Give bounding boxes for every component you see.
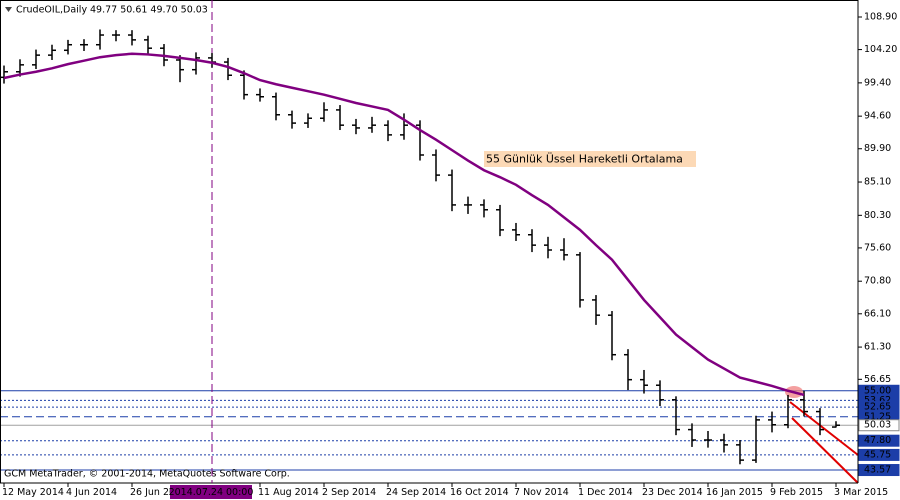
x-tick-label: 16 Jan 2015 [706, 487, 763, 498]
footer: GCM MetaTrader, © 2001-2014, MetaQuotes … [4, 469, 290, 480]
y-tick-label: 85.10 [864, 177, 891, 188]
y-tick-label: 66.10 [864, 308, 891, 319]
level-label: 51.25 [864, 411, 891, 422]
x-tick-label: 9 Feb 2015 [770, 487, 823, 498]
quote: 49.77 50.61 49.70 50.03 [90, 5, 208, 16]
x-tick-label: 4 Jun 2014 [66, 487, 117, 498]
x-tick-label: 23 Dec 2014 [642, 487, 703, 498]
level-label-box [858, 464, 900, 477]
level-label: 55.00 [864, 385, 891, 396]
trend-line [791, 417, 859, 484]
crosshair-label-box [170, 485, 252, 499]
moving-average-line [3, 52, 805, 397]
level-label: 52.65 [864, 402, 891, 413]
y-tick-label: 61.30 [864, 342, 891, 353]
symbol: CrudeOIL,Daily [16, 5, 87, 16]
y-tick-label: 108.90 [864, 11, 897, 22]
annotation-box [484, 151, 696, 167]
y-tick-label: 99.40 [864, 77, 891, 88]
y-tick-label: 80.30 [864, 210, 891, 221]
y-tick-label: 104.20 [864, 44, 897, 55]
crosshair-label: 2014.07.24 00:00 [169, 487, 254, 498]
level-label: 50.03 [864, 420, 891, 431]
y-tick-label: 56.65 [864, 374, 891, 385]
x-tick-label: 24 Sep 2014 [386, 487, 446, 498]
y-tick-label: 89.90 [864, 143, 891, 154]
y-tick-label: 94.60 [864, 111, 891, 122]
x-tick-label: 26 Jun 20 [130, 487, 175, 498]
level-label: 43.57 [864, 465, 891, 476]
levels [0, 390, 858, 471]
y-tick-label: 75.60 [864, 242, 891, 253]
x-tick-label: 16 Oct 2014 [450, 487, 509, 498]
x-tick-label: 1 Dec 2014 [578, 487, 633, 498]
level-label: 47.80 [864, 435, 891, 446]
x-tick-label: 7 Nov 2014 [514, 487, 569, 498]
x-tick-label: 2 Sep 2014 [322, 487, 376, 498]
x-tick-label: 12 May 2014 [2, 487, 64, 498]
level-label: 45.75 [864, 449, 891, 460]
trend-line [789, 401, 859, 456]
annotation: 55 Günlük Üssel Hareketli Ortalama [486, 153, 683, 166]
x-tick-label: 11 Aug 2014 [258, 487, 319, 498]
level-label-box [858, 434, 900, 447]
x-tick-label: 3 Mar 2015 [834, 487, 888, 498]
y-tick-label: 70.80 [864, 276, 891, 287]
level-label-box [858, 448, 900, 461]
level-label-box [858, 419, 900, 432]
symbol-icon [5, 7, 12, 12]
level-label: 53.62 [864, 395, 891, 406]
